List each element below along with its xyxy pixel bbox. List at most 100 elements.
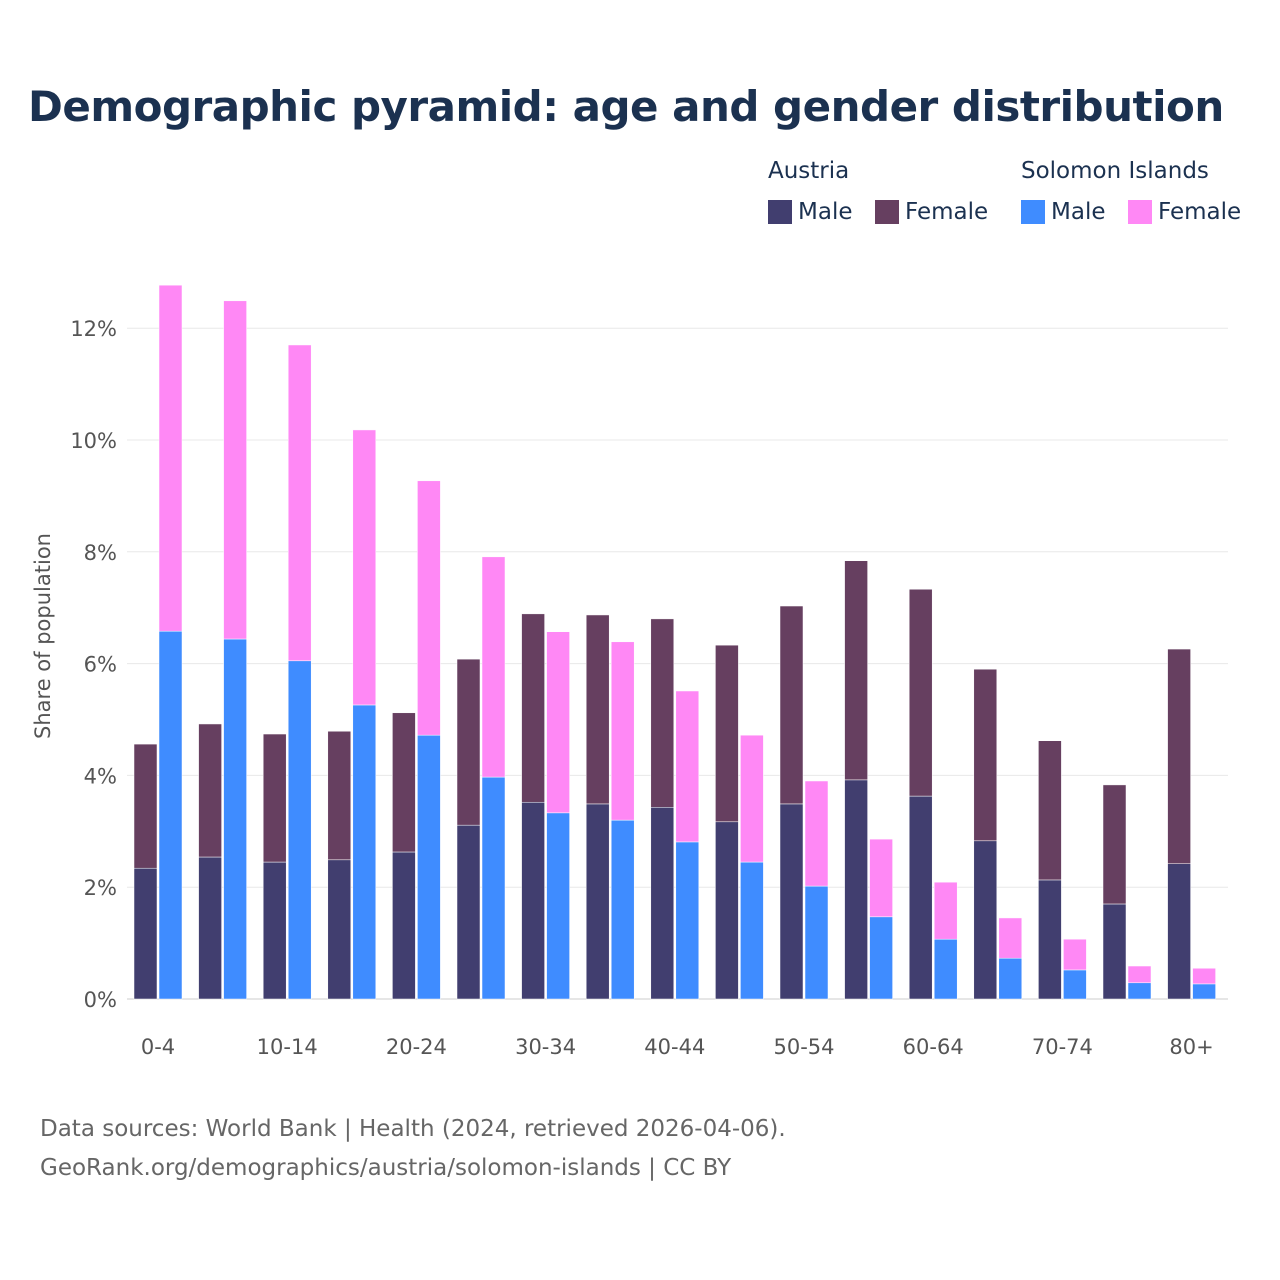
bar-solomon-islands-male — [804, 885, 829, 1000]
bar-austria-male — [327, 859, 352, 1000]
bar-solomon-islands-male — [352, 704, 377, 1000]
bar-austria-male — [908, 795, 933, 1000]
bar-solomon-islands-male — [740, 861, 764, 1000]
bar-solomon-islands-male — [223, 638, 247, 1000]
bar-solomon-islands-female — [546, 631, 570, 814]
bar-austria-female — [392, 712, 416, 853]
footer-url[interactable]: GeoRank.org/demographics/austria/solomon… — [40, 1155, 732, 1181]
bar-solomon-islands-female — [998, 917, 1023, 959]
legend-swatch — [875, 200, 899, 224]
bar-solomon-islands-male — [933, 938, 958, 1000]
bar-austria-male — [715, 821, 739, 1000]
x-tick-label: 0-4 — [141, 1035, 175, 1059]
y-tick-label: 12% — [70, 317, 117, 341]
bar-solomon-islands-male — [610, 819, 635, 1000]
bar-solomon-islands-male — [675, 841, 700, 1000]
x-tick-label: 50-54 — [773, 1035, 834, 1059]
bar-austria-female — [779, 605, 804, 805]
bar-austria-female — [844, 560, 868, 781]
legend-solomon-female[interactable]: Female — [1128, 199, 1241, 225]
bar-solomon-islands-male — [287, 660, 312, 1000]
bar-austria-male — [521, 801, 545, 1000]
legend-swatch — [1128, 200, 1152, 224]
bar-austria-female — [521, 613, 545, 803]
bar-austria-male — [456, 824, 481, 1000]
bar-austria-male — [585, 803, 610, 1000]
bar-austria-male — [1102, 903, 1127, 1000]
bar-austria-male — [1167, 863, 1191, 1000]
legend-austria-male[interactable]: Male — [768, 199, 852, 225]
bar-austria-female — [262, 733, 287, 863]
y-tick-label: 2% — [84, 876, 117, 900]
legend-label: Male — [1051, 199, 1106, 225]
bar-solomon-islands-male — [998, 957, 1023, 1000]
x-tick-label: 80+ — [1169, 1035, 1213, 1059]
bar-austria-female — [456, 658, 481, 826]
y-tick-label: 10% — [70, 429, 117, 453]
legend-label: Male — [798, 199, 853, 225]
bar-solomon-islands-male — [546, 812, 570, 1000]
bar-solomon-islands-female — [352, 429, 377, 706]
bar-austria-female — [585, 614, 610, 805]
bar-solomon-islands-female — [287, 344, 312, 662]
bar-solomon-islands-male — [158, 630, 183, 1000]
bar-solomon-islands-female — [610, 641, 635, 821]
bar-solomon-islands-male — [1127, 982, 1152, 1000]
bar-austria-female — [1102, 784, 1127, 905]
bar-solomon-islands-male — [481, 776, 506, 1000]
y-axis-title: Share of population — [31, 533, 55, 739]
bar-austria-male — [650, 807, 675, 1000]
bar-solomon-islands-female — [1063, 938, 1087, 971]
bar-austria-female — [327, 730, 352, 861]
bar-solomon-islands-female — [417, 480, 441, 736]
bar-solomon-islands-female — [223, 300, 247, 640]
legend-label: Female — [1158, 199, 1242, 225]
bar-austria-female — [973, 668, 998, 842]
bar-solomon-islands-female — [804, 780, 829, 887]
bar-solomon-islands-male — [1192, 983, 1216, 1000]
bar-austria-male — [779, 803, 804, 1000]
bar-solomon-islands-male — [869, 916, 893, 1000]
bar-austria-female — [715, 644, 739, 823]
bar-solomon-islands-female — [1192, 968, 1216, 985]
bar-austria-male — [198, 856, 222, 1000]
footer-source: Data sources: World Bank | Health (2024,… — [40, 1116, 786, 1142]
x-tick-label: 20-24 — [386, 1035, 447, 1059]
y-tick-label: 6% — [84, 653, 117, 677]
bar-solomon-islands-male — [1063, 969, 1087, 1000]
bar-solomon-islands-female — [158, 284, 183, 632]
bar-austria-female — [650, 618, 675, 808]
chart-title: Demographic pyramid: age and gender dist… — [28, 82, 1224, 131]
bar-solomon-islands-female — [1127, 965, 1152, 984]
x-tick-label: 40-44 — [644, 1035, 705, 1059]
bar-austria-male — [844, 779, 868, 1000]
legend-swatch — [768, 200, 792, 224]
bar-solomon-islands-female — [675, 690, 700, 843]
legend-swatch — [1021, 200, 1045, 224]
x-tick-label: 60-64 — [903, 1035, 964, 1059]
x-tick-label: 10-14 — [257, 1035, 318, 1059]
bar-solomon-islands-female — [869, 838, 893, 918]
legend-country-solomon: Solomon Islands — [1021, 158, 1209, 184]
bar-solomon-islands-female — [740, 734, 764, 863]
legend-country-austria: Austria — [768, 158, 850, 184]
x-tick-label: 30-34 — [515, 1035, 576, 1059]
legend-solomon-male[interactable]: Male — [1021, 199, 1105, 225]
bar-solomon-islands-female — [933, 881, 958, 940]
bar-austria-male — [262, 861, 287, 1000]
bar-austria-female — [1167, 648, 1191, 864]
y-tick-label: 0% — [84, 988, 117, 1012]
bar-austria-male — [133, 867, 158, 1000]
y-tick-label: 4% — [84, 764, 117, 788]
bar-austria-female — [133, 743, 158, 869]
bar-austria-male — [392, 851, 416, 1000]
bar-austria-female — [1038, 740, 1062, 881]
legend-austria-female[interactable]: Female — [875, 199, 988, 225]
bar-austria-male — [973, 840, 998, 1000]
bar-solomon-islands-male — [417, 734, 441, 1000]
bar-solomon-islands-female — [481, 556, 506, 778]
x-tick-label: 70-74 — [1032, 1035, 1093, 1059]
y-tick-label: 8% — [84, 541, 117, 565]
